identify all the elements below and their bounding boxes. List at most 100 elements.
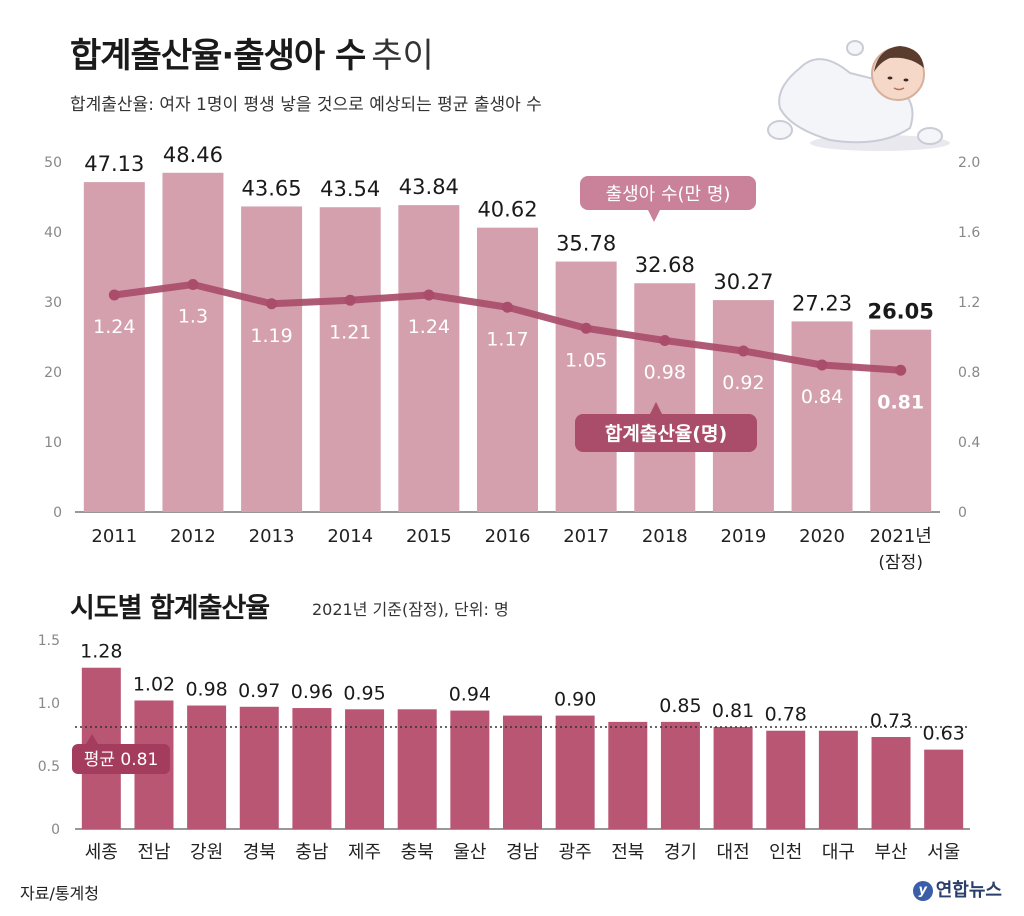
fertility-legend-box (575, 414, 757, 452)
birth-bar (477, 227, 538, 512)
left-axis-tick-label: 20 (44, 365, 62, 381)
fertility-value-label: 1.24 (93, 316, 135, 338)
fertility-value-label: 1.24 (408, 316, 450, 338)
x-tick-label: 2012 (170, 526, 216, 547)
fertility-point (737, 345, 749, 357)
left-axis-tick-label: 40 (44, 225, 62, 241)
baby-illustration (767, 40, 950, 151)
fertility-value-label: 0.92 (722, 372, 764, 394)
x-tick-label: 2020 (799, 526, 845, 547)
fertility-legend-label: 합계출산율(명) (605, 423, 727, 445)
region-value-label: 0.98 (185, 679, 227, 701)
birth-value-label: 43.84 (399, 175, 459, 199)
right-axis-tick-label: 0.4 (958, 435, 980, 451)
fertility-value-label: 1.21 (329, 321, 371, 343)
region-bar (713, 726, 753, 829)
fertility-point (895, 364, 907, 376)
x-tick-label: 2019 (721, 526, 767, 547)
fertility-value-label: 0.84 (801, 386, 843, 408)
title-area: 합계출산율·출생아 수 추이 (70, 28, 434, 77)
fertility-point (659, 335, 671, 346)
fertility-legend-pointer (650, 402, 662, 414)
region-bar (503, 715, 542, 829)
birth-value-label: 35.78 (556, 232, 616, 256)
birth-bar (712, 300, 774, 512)
fertility-point (580, 322, 592, 334)
region-value-label: 0.81 (712, 700, 754, 722)
region-value-label: 0.63 (923, 723, 965, 745)
birth-bar (241, 206, 303, 512)
region-tick-label: 전북 (611, 842, 644, 863)
birth-bar (634, 283, 696, 512)
birth-bar (555, 261, 617, 512)
birth-bar (398, 205, 460, 512)
region-tick-label: 울산 (453, 842, 486, 863)
top-chart-labels: 47.13 2011 48.46 2012 43.65 2013 43.54 2014 43.8… (84, 143, 934, 573)
top-chart-legend: 출생아 수(만 명) 합계출산율(명) (575, 176, 757, 452)
x-tick-label: 2015 (406, 526, 452, 547)
region-tick-label: 대구 (822, 842, 855, 863)
left-axis-tick-label: 30 (44, 295, 62, 311)
region-tick-label: 경북 (243, 842, 276, 863)
x-tick-label: 2014 (327, 526, 373, 547)
fertility-line (108, 279, 907, 376)
region-tick-label: 제주 (348, 842, 381, 863)
left-axis-tick-label: 50 (44, 155, 62, 171)
x-tick-label: 2013 (249, 526, 295, 547)
fertility-value-label: 0.81 (877, 391, 924, 413)
region-bar (345, 709, 385, 829)
region-bar (608, 721, 648, 829)
fertility-point (423, 289, 435, 301)
births-legend-label: 출생아 수(만 명) (606, 184, 731, 205)
fertility-point (108, 289, 120, 301)
x-tick-note: (잠정) (878, 553, 923, 573)
region-tick-label: 강원 (190, 842, 223, 863)
region-tick-label: 대전 (717, 842, 750, 863)
region-tick-label: 세종 (85, 842, 118, 863)
birth-bar (83, 182, 145, 512)
region-tick-label: 경남 (506, 842, 539, 863)
bottom-axis-tick-label: 0 (51, 822, 60, 838)
birth-value-label: 47.13 (84, 152, 144, 176)
birth-value-label: 43.54 (320, 177, 380, 201)
bottom-axis-tick-label: 0.5 (38, 759, 60, 775)
region-value-label: 0.94 (449, 684, 491, 706)
x-tick-label: 2021년 (869, 526, 931, 547)
x-tick-label: 2018 (642, 526, 688, 547)
region-value-label: 0.73 (870, 710, 912, 732)
region-tick-label: 부산 (874, 842, 907, 863)
average-line-group: 평균 0.81 (72, 726, 970, 774)
region-tick-label: 서울 (927, 842, 960, 863)
births-fertility-chart: 0 10 20 30 40 50 0 0.4 0.8 1.2 1.6 2.0 47.13 2011 48.… (44, 143, 980, 573)
region-tick-label: 경기 (664, 842, 697, 863)
births-legend-pointer (648, 210, 660, 222)
logo-text: 연합뉴스 (935, 880, 1002, 901)
right-axis-tick-label: 0.8 (958, 365, 980, 381)
right-axis-tick-label: 1.6 (958, 225, 980, 241)
region-value-label: 1.02 (133, 673, 175, 695)
section2-title: 시도별 합계출산율 (70, 593, 270, 624)
page-title: 합계출산율·출생아 수 (70, 36, 366, 76)
birth-value-label: 26.05 (867, 300, 933, 324)
region-tick-label: 충북 (401, 842, 434, 863)
birth-value-label: 48.46 (163, 143, 223, 167)
left-axis-tick-label: 0 (53, 505, 62, 521)
region-bar (924, 749, 964, 829)
right-axis-tick-label: 0 (958, 505, 967, 521)
bottom-axis-tick-label: 1.0 (38, 696, 60, 712)
births-bars (83, 172, 932, 512)
region-bar (660, 721, 700, 829)
birth-bar (162, 172, 224, 512)
region-tick-label: 광주 (559, 842, 592, 863)
region-bar (450, 710, 490, 829)
birth-bar (319, 207, 381, 512)
fertility-value-label: 1.19 (250, 325, 292, 347)
average-label-text: 평균 0.81 (84, 750, 159, 770)
birth-bar (870, 329, 932, 512)
fertility-point (187, 279, 199, 290)
fertility-point (502, 301, 513, 313)
region-tick-label: 충남 (295, 842, 328, 863)
region-bar (871, 737, 911, 829)
region-value-label: 0.97 (238, 680, 280, 702)
